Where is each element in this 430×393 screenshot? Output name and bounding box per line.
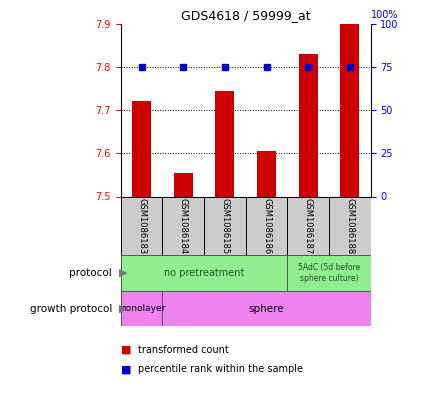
Text: sphere: sphere	[248, 303, 284, 314]
Text: GSM1086186: GSM1086186	[261, 198, 270, 254]
Text: monolayer: monolayer	[117, 304, 165, 313]
FancyBboxPatch shape	[287, 196, 328, 255]
Text: no pretreatment: no pretreatment	[163, 268, 244, 278]
FancyBboxPatch shape	[328, 196, 370, 255]
FancyBboxPatch shape	[245, 196, 287, 255]
Text: GSM1086185: GSM1086185	[220, 198, 229, 254]
Text: ▶: ▶	[118, 303, 127, 314]
Text: growth protocol: growth protocol	[30, 303, 112, 314]
Bar	[173, 173, 192, 196]
Text: GSM1086188: GSM1086188	[344, 198, 353, 254]
Text: ■: ■	[120, 364, 131, 375]
Text: GSM1086183: GSM1086183	[137, 198, 146, 254]
Bar	[298, 54, 317, 196]
Text: ▶: ▶	[118, 268, 127, 278]
Bar	[215, 91, 233, 196]
Text: 100%: 100%	[370, 10, 397, 20]
FancyBboxPatch shape	[162, 196, 203, 255]
Title: GDS4618 / 59999_at: GDS4618 / 59999_at	[181, 9, 310, 22]
Bar	[340, 24, 358, 196]
Text: GSM1086187: GSM1086187	[303, 198, 312, 254]
Bar	[132, 101, 150, 196]
FancyBboxPatch shape	[120, 291, 162, 326]
Text: transformed count: transformed count	[138, 345, 228, 355]
Text: protocol: protocol	[69, 268, 112, 278]
FancyBboxPatch shape	[162, 291, 370, 326]
FancyBboxPatch shape	[287, 255, 370, 291]
FancyBboxPatch shape	[120, 196, 162, 255]
Text: 5AdC (5d before
sphere culture): 5AdC (5d before sphere culture)	[297, 263, 359, 283]
Text: ■: ■	[120, 345, 131, 355]
Bar	[257, 151, 275, 196]
FancyBboxPatch shape	[120, 255, 287, 291]
FancyBboxPatch shape	[203, 196, 245, 255]
Text: percentile rank within the sample: percentile rank within the sample	[138, 364, 302, 375]
Text: GSM1086184: GSM1086184	[178, 198, 187, 254]
